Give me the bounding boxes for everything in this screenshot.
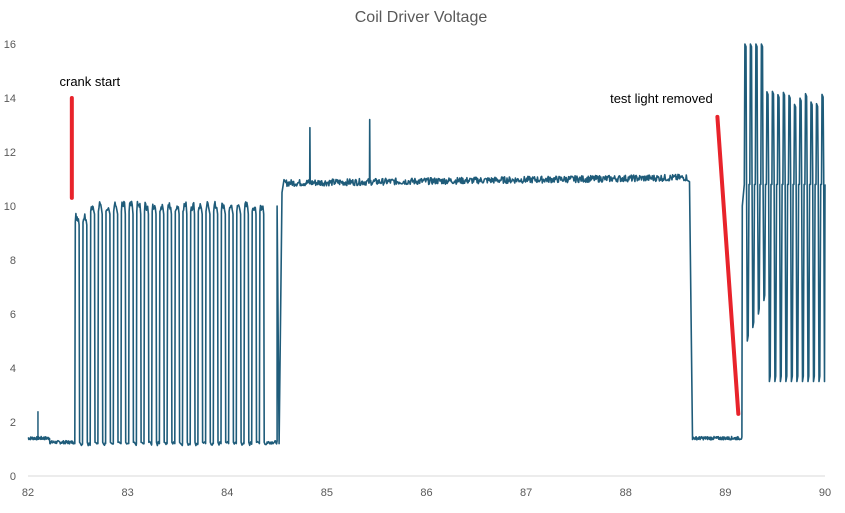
y-tick-label: 16 (4, 39, 16, 51)
y-tick-label: 14 (4, 93, 16, 105)
y-tick-label: 10 (4, 201, 16, 213)
y-tick-label: 0 (10, 471, 16, 483)
y-tick-label: 4 (10, 363, 16, 375)
annotations: crank start test light removed (59, 74, 741, 416)
x-tick-label: 88 (620, 487, 632, 499)
y-axis-ticks: 0 2 4 6 8 10 12 14 16 (4, 39, 16, 483)
x-tick-label: 90 (819, 487, 831, 499)
x-tick-label: 87 (520, 487, 532, 499)
x-tick-label: 83 (122, 487, 134, 499)
annotation-marker (715, 114, 741, 416)
x-axis-ticks: 82 83 84 85 86 87 88 89 90 (22, 487, 831, 499)
y-tick-label: 8 (10, 255, 16, 267)
annotation-label: test light removed (610, 91, 713, 106)
x-tick-label: 89 (719, 487, 731, 499)
annotation-label: crank start (59, 74, 120, 89)
x-tick-label: 82 (22, 487, 34, 499)
voltage-series-line (27, 43, 826, 447)
x-tick-label: 84 (221, 487, 233, 499)
chart-title: Coil Driver Voltage (355, 9, 488, 26)
y-tick-label: 6 (10, 309, 16, 321)
y-tick-label: 2 (10, 417, 16, 429)
y-tick-label: 12 (4, 147, 16, 159)
x-tick-label: 85 (321, 487, 333, 499)
x-tick-label: 86 (420, 487, 432, 499)
plot-area (27, 43, 826, 447)
